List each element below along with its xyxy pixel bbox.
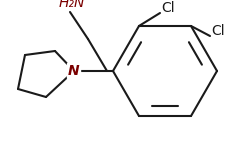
Text: Cl: Cl [210,24,224,38]
Text: N: N [68,64,80,78]
Text: H₂N: H₂N [58,0,85,10]
Text: Cl: Cl [160,1,174,15]
